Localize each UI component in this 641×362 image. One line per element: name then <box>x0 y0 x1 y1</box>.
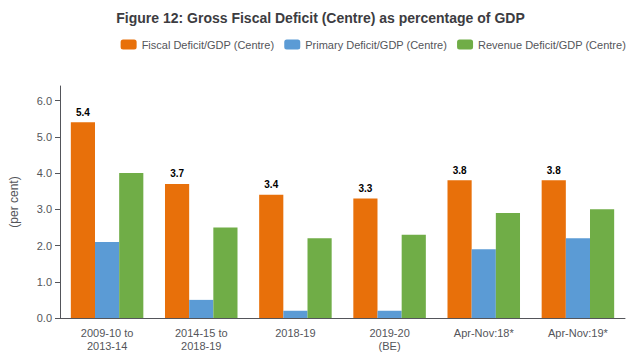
svg-text:2018-19: 2018-19 <box>275 327 315 339</box>
svg-text:2009-10 to: 2009-10 to <box>81 327 134 339</box>
svg-text:2013-14: 2013-14 <box>87 340 127 352</box>
svg-text:Primary Deficit/GDP (Centre): Primary Deficit/GDP (Centre) <box>305 39 447 51</box>
svg-text:Revenue Deficit/GDP (Centre): Revenue Deficit/GDP (Centre) <box>478 39 626 51</box>
svg-text:3.8: 3.8 <box>547 165 561 176</box>
svg-text:1.0: 1.0 <box>37 276 52 288</box>
svg-text:3.3: 3.3 <box>358 183 372 194</box>
svg-text:Apr-Nov:19*: Apr-Nov:19* <box>548 327 609 339</box>
svg-text:4.0: 4.0 <box>37 167 52 179</box>
svg-text:5.4: 5.4 <box>76 107 90 118</box>
svg-text:Apr-Nov:18*: Apr-Nov:18* <box>454 327 515 339</box>
svg-text:0.0: 0.0 <box>37 312 52 324</box>
svg-text:2019-20: 2019-20 <box>369 327 409 339</box>
svg-text:2.0: 2.0 <box>37 240 52 252</box>
svg-text:3.7: 3.7 <box>170 168 184 179</box>
svg-text:5.0: 5.0 <box>37 131 52 143</box>
svg-text:3.0: 3.0 <box>37 203 52 215</box>
svg-text:Fiscal Deficit/GDP (Centre): Fiscal Deficit/GDP (Centre) <box>142 39 274 51</box>
svg-text:3.8: 3.8 <box>453 165 467 176</box>
svg-text:(per cent): (per cent) <box>7 176 21 227</box>
svg-text:(BE): (BE) <box>379 340 401 352</box>
svg-text:2014-15 to: 2014-15 to <box>175 327 228 339</box>
svg-text:Figure 12: Gross Fiscal Defici: Figure 12: Gross Fiscal Deficit (Centre)… <box>116 10 524 26</box>
svg-text:2018-19: 2018-19 <box>181 340 221 352</box>
svg-text:6.0: 6.0 <box>37 95 52 107</box>
svg-text:3.4: 3.4 <box>264 179 278 190</box>
